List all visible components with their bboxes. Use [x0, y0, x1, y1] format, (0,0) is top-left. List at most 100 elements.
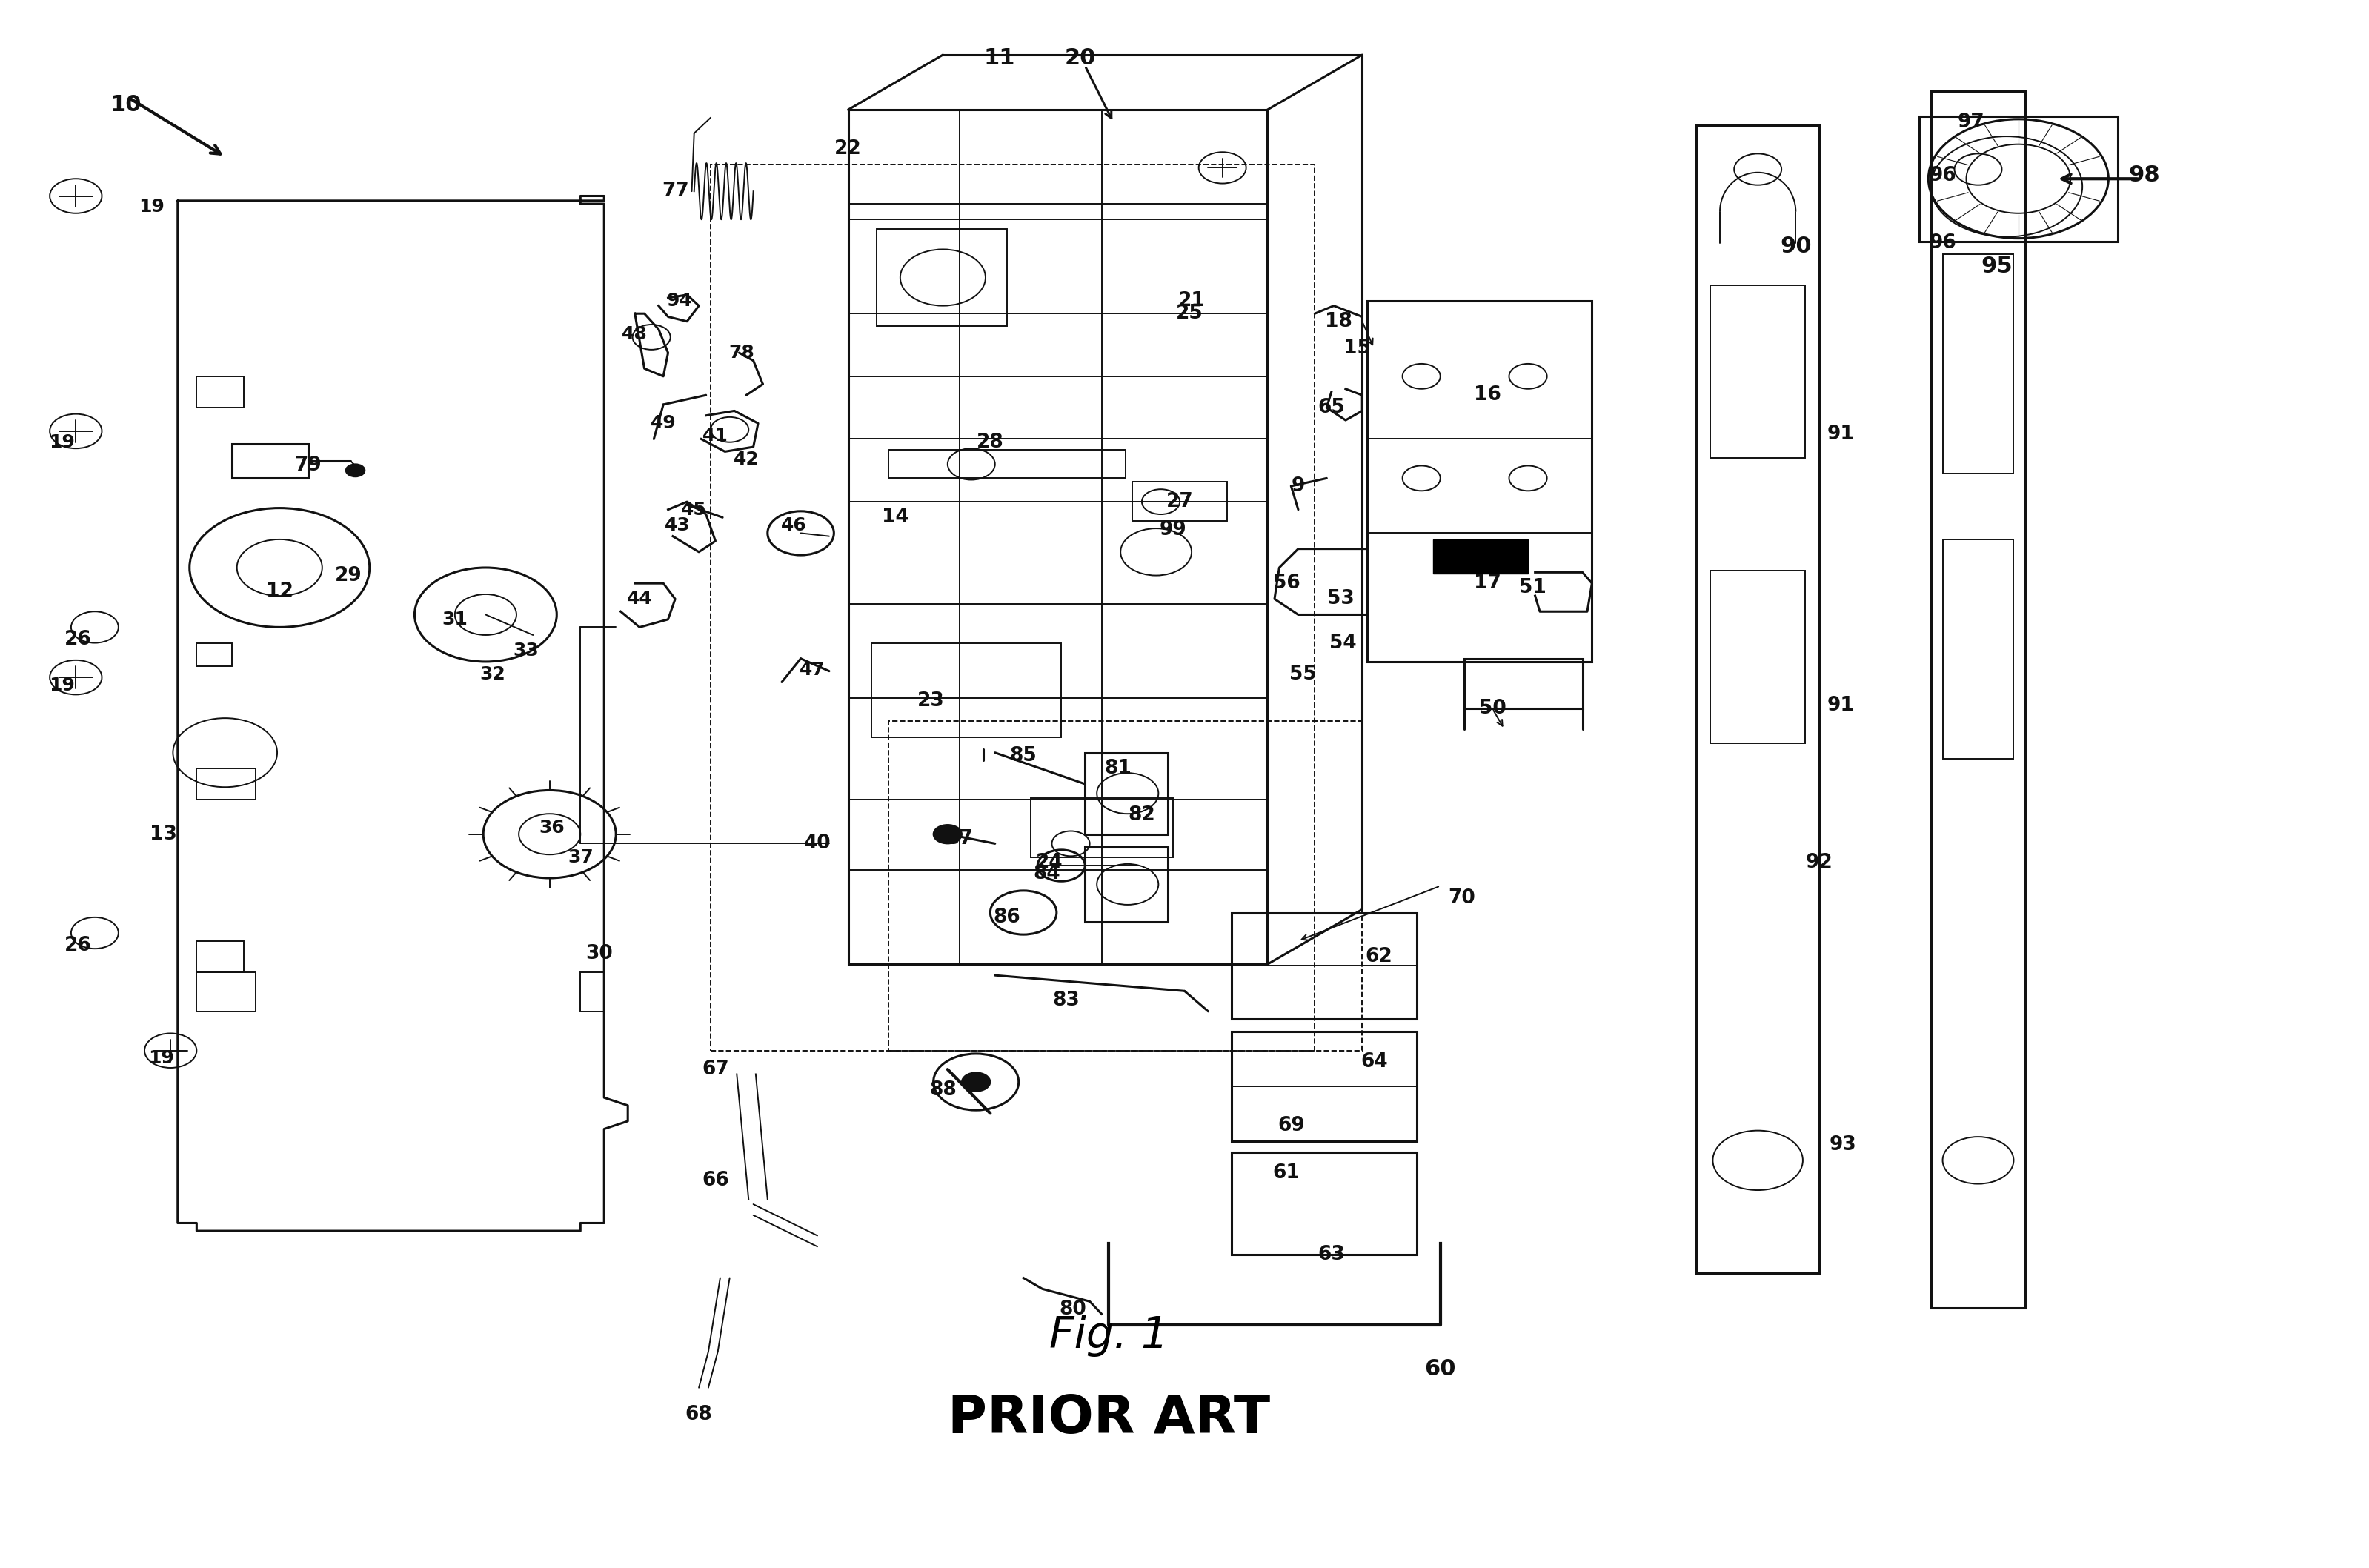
Text: 19: 19 — [50, 433, 73, 452]
Text: 62: 62 — [1365, 947, 1393, 966]
Bar — [1085, 753, 1168, 834]
Text: 19: 19 — [149, 1049, 173, 1068]
Text: Fig. 1: Fig. 1 — [1049, 1316, 1168, 1356]
Text: 80: 80 — [1059, 1300, 1087, 1319]
Text: 83: 83 — [1052, 991, 1080, 1010]
Text: 78: 78 — [730, 343, 753, 362]
Text: 50: 50 — [1478, 699, 1507, 718]
Text: 31: 31 — [443, 610, 467, 629]
Text: 33: 33 — [514, 641, 538, 660]
Bar — [197, 376, 244, 408]
Bar — [197, 643, 232, 666]
Bar — [1367, 301, 1592, 662]
Bar — [1919, 116, 2118, 241]
Bar — [848, 220, 1267, 314]
Text: 28: 28 — [976, 433, 1004, 452]
Text: 47: 47 — [801, 660, 824, 679]
Bar — [1943, 539, 2014, 759]
Text: 63: 63 — [1317, 1245, 1346, 1264]
Text: 19: 19 — [50, 676, 73, 695]
Text: 65: 65 — [1317, 398, 1346, 417]
Text: 99: 99 — [1158, 521, 1187, 539]
Text: 53: 53 — [1327, 590, 1355, 608]
Text: 96: 96 — [1928, 166, 1957, 185]
Text: 93: 93 — [1829, 1135, 1857, 1154]
Text: 9: 9 — [1291, 477, 1305, 495]
Text: 30: 30 — [585, 944, 614, 963]
Circle shape — [346, 464, 365, 477]
Bar — [848, 110, 1267, 964]
Text: 69: 69 — [1277, 1116, 1305, 1135]
Text: 49: 49 — [651, 414, 675, 433]
Text: 95: 95 — [1980, 256, 2014, 278]
Bar — [1943, 254, 2014, 474]
Text: 87: 87 — [945, 829, 974, 848]
Text: 82: 82 — [1128, 806, 1156, 825]
Bar — [197, 768, 256, 800]
Text: 92: 92 — [1805, 853, 1834, 872]
Bar — [1232, 913, 1417, 1019]
Text: 96: 96 — [1928, 234, 1957, 252]
Text: 21: 21 — [1177, 292, 1206, 310]
Text: 19: 19 — [140, 198, 163, 216]
Bar — [1085, 847, 1168, 922]
Bar — [1031, 798, 1173, 858]
Text: 32: 32 — [481, 665, 505, 684]
Text: 44: 44 — [628, 590, 651, 608]
Text: 37: 37 — [569, 848, 592, 867]
Circle shape — [962, 1073, 990, 1091]
Text: 43: 43 — [666, 516, 689, 535]
Text: 68: 68 — [685, 1405, 713, 1424]
Text: 24: 24 — [1035, 853, 1064, 872]
Text: 85: 85 — [1009, 746, 1038, 765]
Bar — [197, 972, 256, 1011]
Text: 17: 17 — [1474, 574, 1502, 593]
Text: 42: 42 — [734, 450, 758, 469]
Text: 90: 90 — [1779, 235, 1812, 257]
Text: 18: 18 — [1324, 312, 1353, 331]
Bar — [848, 110, 1267, 204]
Text: 25: 25 — [1175, 304, 1203, 323]
Text: 48: 48 — [623, 325, 647, 343]
Text: 64: 64 — [1360, 1052, 1388, 1071]
Bar — [872, 643, 1061, 737]
Text: 15: 15 — [1343, 339, 1372, 358]
Text: 10: 10 — [109, 94, 142, 116]
Bar — [877, 229, 1007, 326]
Text: 23: 23 — [917, 691, 945, 710]
Bar — [232, 444, 308, 478]
Bar — [888, 450, 1125, 478]
Text: 54: 54 — [1329, 633, 1357, 652]
Circle shape — [933, 825, 962, 844]
Text: 41: 41 — [704, 426, 727, 445]
Text: 97: 97 — [1957, 113, 1985, 132]
Text: 77: 77 — [661, 182, 689, 201]
FancyArrow shape — [1433, 539, 1528, 574]
Text: 61: 61 — [1272, 1163, 1301, 1182]
Text: 81: 81 — [1104, 759, 1132, 778]
Text: 22: 22 — [834, 140, 862, 158]
Text: 94: 94 — [668, 292, 692, 310]
Text: 66: 66 — [701, 1171, 730, 1190]
Text: 13: 13 — [149, 825, 178, 844]
Bar — [888, 721, 1362, 1051]
Bar — [1710, 571, 1805, 743]
Bar — [1464, 659, 1582, 709]
Text: 91: 91 — [1826, 696, 1855, 715]
Text: 26: 26 — [64, 936, 92, 955]
Bar — [580, 972, 604, 1011]
Text: 11: 11 — [983, 47, 1016, 69]
Text: 91: 91 — [1826, 425, 1855, 444]
Text: 51: 51 — [1519, 579, 1547, 597]
Text: 79: 79 — [294, 456, 322, 475]
Bar — [1696, 125, 1819, 1273]
Text: 12: 12 — [265, 582, 294, 601]
Bar — [1232, 1032, 1417, 1142]
Text: 56: 56 — [1272, 574, 1301, 593]
Text: 70: 70 — [1447, 889, 1476, 908]
Text: 67: 67 — [701, 1060, 730, 1079]
Bar — [1232, 1152, 1417, 1254]
Text: 36: 36 — [540, 818, 564, 837]
Text: 60: 60 — [1424, 1358, 1457, 1380]
Text: 45: 45 — [682, 500, 706, 519]
